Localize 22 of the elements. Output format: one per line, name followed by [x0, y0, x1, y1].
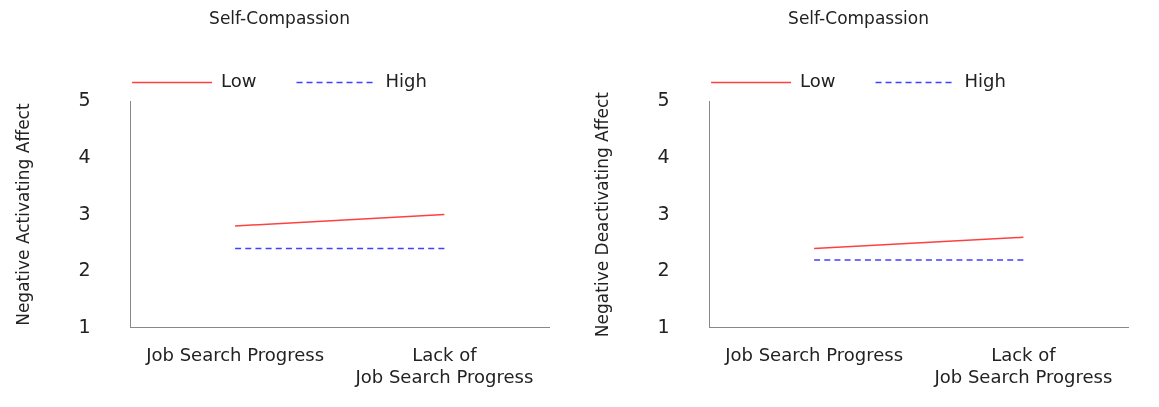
y-tick-label: 3	[657, 201, 670, 224]
legend-label: High	[385, 70, 427, 92]
y-tick-label: 3	[78, 201, 91, 224]
y-tick-label: 2	[657, 258, 670, 281]
y-tick-label: 4	[78, 144, 91, 167]
y-tick-label: 5	[78, 88, 91, 111]
y-tick-label: 1	[657, 314, 670, 337]
y-tick-label: 5	[657, 88, 670, 111]
y-axis-title: Negative Activating Affect	[12, 103, 33, 326]
y-tick-label: 1	[78, 314, 91, 337]
y-tick-label: 2	[78, 258, 91, 281]
x-tick-label: Job Search Progress	[145, 344, 325, 366]
y-tick-label: 4	[657, 144, 670, 167]
legend-label: Low	[800, 70, 836, 92]
legend-label: High	[964, 70, 1006, 92]
y-axis-title: Negative Deactivating Affect	[591, 91, 612, 338]
chart-title: Self-Compassion	[788, 7, 929, 28]
chart-title: Self-Compassion	[209, 7, 350, 28]
x-tick-label: Lack of Job Search Progress	[354, 344, 534, 387]
legend-label: Low	[221, 70, 257, 92]
x-tick-label: Job Search Progress	[724, 344, 904, 366]
x-tick-label: Lack of Job Search Progress	[933, 344, 1113, 387]
